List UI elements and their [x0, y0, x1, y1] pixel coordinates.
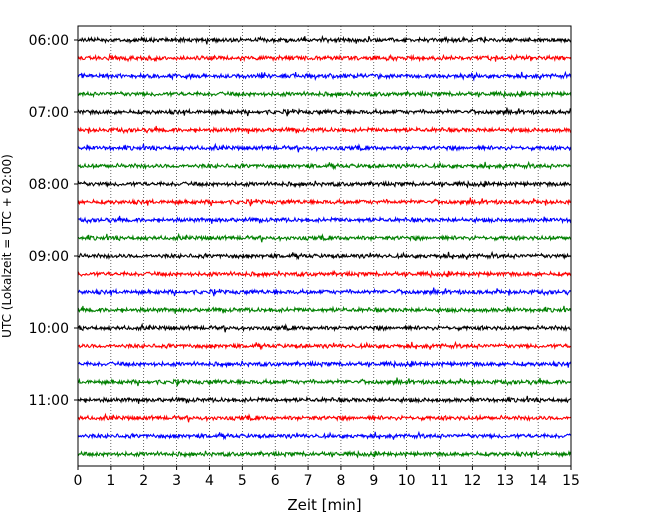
- plot-frame: [77, 25, 572, 467]
- trace-0630: [77, 70, 572, 82]
- x-tick-label: 1: [106, 473, 115, 489]
- trace-1130: [77, 430, 572, 441]
- y-tick-label: 09:00: [29, 249, 69, 265]
- trace-1100: [77, 395, 572, 405]
- trace-1115: [77, 412, 572, 423]
- y-axis: 06:00 07:00 08:00 09:00 10:00 11:00: [29, 33, 78, 409]
- trace-0615: [77, 53, 572, 63]
- y-tick-label: 11:00: [29, 393, 69, 409]
- x-tick-label: 6: [271, 473, 280, 489]
- x-tick-label: 4: [205, 473, 214, 489]
- x-axis-label: Zeit [min]: [287, 496, 361, 514]
- x-tick-label: 9: [369, 473, 378, 489]
- y-tick-label: 10:00: [29, 321, 69, 337]
- y-tick-label: 07:00: [29, 105, 69, 121]
- x-tick-label: 3: [172, 473, 181, 489]
- trace-0800: [77, 179, 572, 189]
- y-tick-label: 08:00: [29, 177, 69, 193]
- x-tick-label: 14: [529, 473, 547, 489]
- trace-group: [77, 34, 572, 459]
- trace-0915: [77, 269, 572, 279]
- trace-0830: [77, 215, 572, 225]
- trace-1030: [77, 359, 572, 369]
- trace-1145: [77, 449, 572, 459]
- trace-0815: [77, 197, 572, 207]
- x-tick-label: 2: [139, 473, 148, 489]
- x-tick-label: 0: [74, 473, 83, 489]
- y-axis-label: UTC (Lokalzeit = UTC + 02:00): [0, 154, 14, 338]
- trace-1015: [77, 340, 572, 351]
- trace-1000: [77, 322, 572, 333]
- grid-lines: [110, 26, 539, 466]
- x-tick-label: 11: [431, 473, 449, 489]
- trace-0715: [77, 125, 572, 135]
- trace-0600: [77, 34, 572, 45]
- trace-0900: [77, 250, 572, 261]
- x-axis: 0 1 2 3 4 5 6 7 8 9 10 11 12 13 14 15: [74, 466, 580, 489]
- trace-0930: [77, 287, 572, 297]
- x-tick-label: 12: [463, 473, 481, 489]
- trace-0945: [77, 305, 572, 315]
- x-tick-label: 13: [496, 473, 514, 489]
- trace-0645: [77, 89, 572, 99]
- x-tick-label: 7: [304, 473, 313, 489]
- trace-0700: [77, 107, 572, 117]
- y-tick-label: 06:00: [29, 33, 69, 49]
- x-tick-label: 10: [398, 473, 416, 489]
- x-tick-label: 15: [562, 473, 580, 489]
- x-tick-label: 8: [336, 473, 345, 489]
- trace-0730: [77, 142, 572, 153]
- trace-0745: [77, 160, 572, 171]
- trace-0845: [77, 232, 572, 243]
- x-tick-label: 5: [238, 473, 247, 489]
- trace-1045: [77, 377, 572, 387]
